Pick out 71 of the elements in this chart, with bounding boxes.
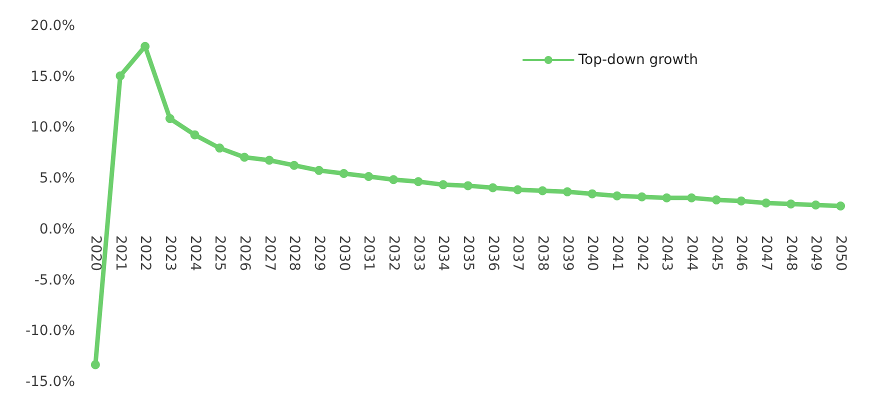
point [736,196,746,206]
point [140,42,150,51]
x-tick-label: 2039 [559,235,576,272]
x-tick-label: 2033 [410,235,426,272]
x-tick-label: 2037 [510,235,526,272]
point [836,202,846,211]
x-tick-label: 2023 [162,235,178,272]
point [488,183,498,192]
point [513,185,522,194]
point [662,193,672,202]
point [314,166,324,175]
y-tick-label: -15.0% [25,374,75,390]
point [811,200,820,210]
point [414,177,423,186]
x-tick-label: 2021 [112,235,128,272]
x-tick-label: 2020 [87,235,104,272]
point [762,198,771,208]
y-tick-label: 5.0% [39,170,75,187]
point [637,192,646,202]
x-tick-label: 2047 [758,235,774,272]
point [116,71,125,80]
x-tick-label: 2041 [609,235,626,272]
point [90,360,100,370]
x-tick-label: 2027 [261,235,278,272]
x-tick-label: 2034 [435,235,452,272]
x-tick-label: 2030 [336,235,352,272]
point [388,175,398,184]
x-tick-label: 2035 [460,235,476,272]
point [339,168,348,178]
x-tick-label: 2024 [186,235,203,272]
point [190,130,200,140]
x-tick-label: 2026 [236,235,252,272]
point [712,195,721,204]
y-tick-label: 10.0% [30,120,75,136]
point [290,160,299,170]
x-tick-label: 2028 [286,235,302,272]
y-tick-label: 20.0% [30,18,75,34]
x-tick-label: 2022 [137,235,154,272]
x-tick-label: 2046 [733,235,750,272]
legend-label: Top-down growth [577,52,698,68]
x-tick-label: 2032 [385,235,402,272]
y-tick-label: 15.0% [30,68,75,85]
x-tick-label: 2045 [708,235,724,272]
point [562,187,572,196]
point [215,144,224,153]
x-tick-label: 2025 [212,235,228,272]
x-tick-label: 2043 [658,235,675,272]
x-tick-label: 2031 [360,235,377,272]
y-tick-label: -10.0% [25,323,75,340]
x-tick-label: 2029 [310,235,327,272]
point [612,191,622,200]
point [464,181,472,190]
point [588,189,597,198]
point [264,156,274,165]
x-tick-label: 2050 [832,235,849,272]
x-tick-label: 2042 [634,235,650,272]
x-tick-label: 2038 [534,235,551,272]
x-tick-label: 2044 [684,235,700,272]
x-tick-label: 2049 [808,235,824,272]
y-tick-label: -5.0% [34,272,75,288]
x-tick-label: 2036 [484,235,501,272]
x-tick-label: 2040 [584,235,600,272]
point [364,172,374,182]
y-tick-label: 0.0% [39,221,75,238]
point [240,152,249,162]
point [786,200,796,208]
point [687,193,696,202]
x-tick-label: 2048 [782,235,799,272]
point [165,114,174,124]
point [538,186,548,196]
point [438,180,448,190]
